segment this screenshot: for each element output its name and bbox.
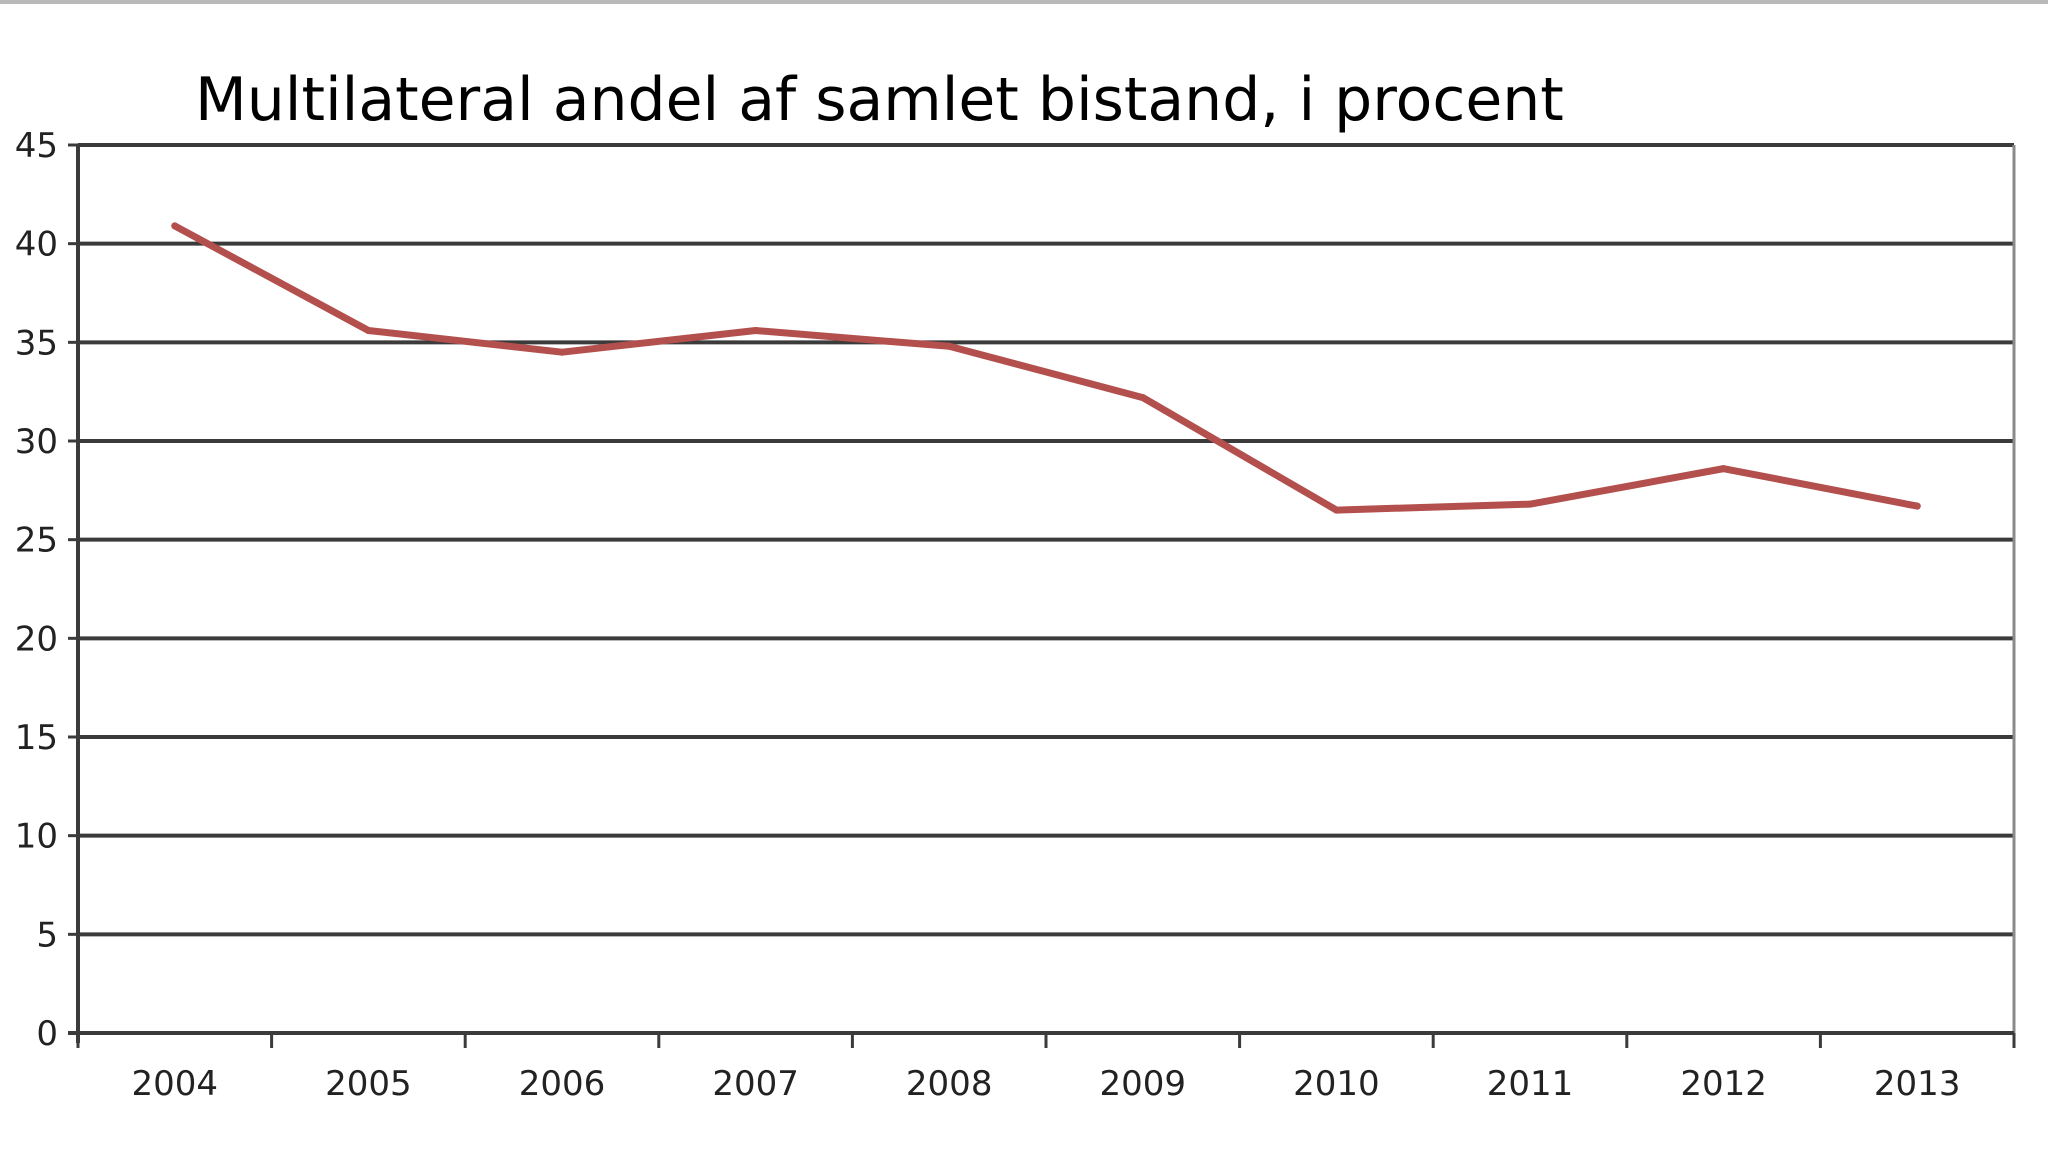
series-line (171, 222, 1921, 514)
data-point (752, 326, 760, 334)
y-tick-label: 10 (15, 817, 58, 857)
data-point (171, 222, 179, 230)
y-tick-label: 0 (36, 1014, 58, 1054)
data-point (558, 348, 566, 356)
x-tick-label: 2012 (1680, 1064, 1767, 1104)
gridlines (78, 143, 2014, 937)
y-tick-label: 45 (15, 126, 58, 166)
x-tick-label: 2013 (1874, 1064, 1961, 1104)
data-point (1332, 506, 1340, 514)
tick-labels: 0 5 10 15 20 25 30 35 40 45 2004 2005 2006 2007 2008 20… (15, 126, 1961, 1104)
x-tick-label: 2011 (1487, 1064, 1574, 1104)
y-tick-label: 25 (15, 521, 58, 561)
x-tick-label: 2006 (519, 1064, 606, 1104)
x-tick-label: 2007 (712, 1064, 799, 1104)
y-tick-label: 35 (15, 323, 58, 363)
data-point (364, 326, 372, 334)
x-tick-label: 2008 (906, 1064, 993, 1104)
y-tick-label: 15 (15, 718, 58, 758)
x-tick-label: 2005 (325, 1064, 412, 1104)
data-point (1526, 500, 1534, 508)
data-point (1913, 502, 1921, 510)
axes (68, 143, 2016, 1048)
frame-top-border (0, 0, 2048, 4)
chart-title: Multilateral andel af samlet bistand, i … (195, 65, 1564, 135)
x-tick-label: 2010 (1293, 1064, 1380, 1104)
y-tick-label: 5 (36, 915, 58, 955)
y-tick-label: 20 (15, 619, 58, 659)
y-tick-label: 40 (15, 225, 58, 265)
data-point (1139, 394, 1147, 402)
x-tick-label: 2004 (132, 1064, 219, 1104)
y-tick-label: 30 (15, 422, 58, 462)
data-point (1720, 465, 1728, 473)
series-layer (171, 222, 1921, 514)
data-point (945, 342, 953, 350)
x-tick-label: 2009 (1100, 1064, 1187, 1104)
